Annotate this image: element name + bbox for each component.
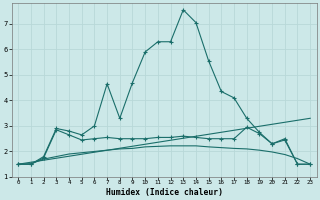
- X-axis label: Humidex (Indice chaleur): Humidex (Indice chaleur): [106, 188, 223, 197]
